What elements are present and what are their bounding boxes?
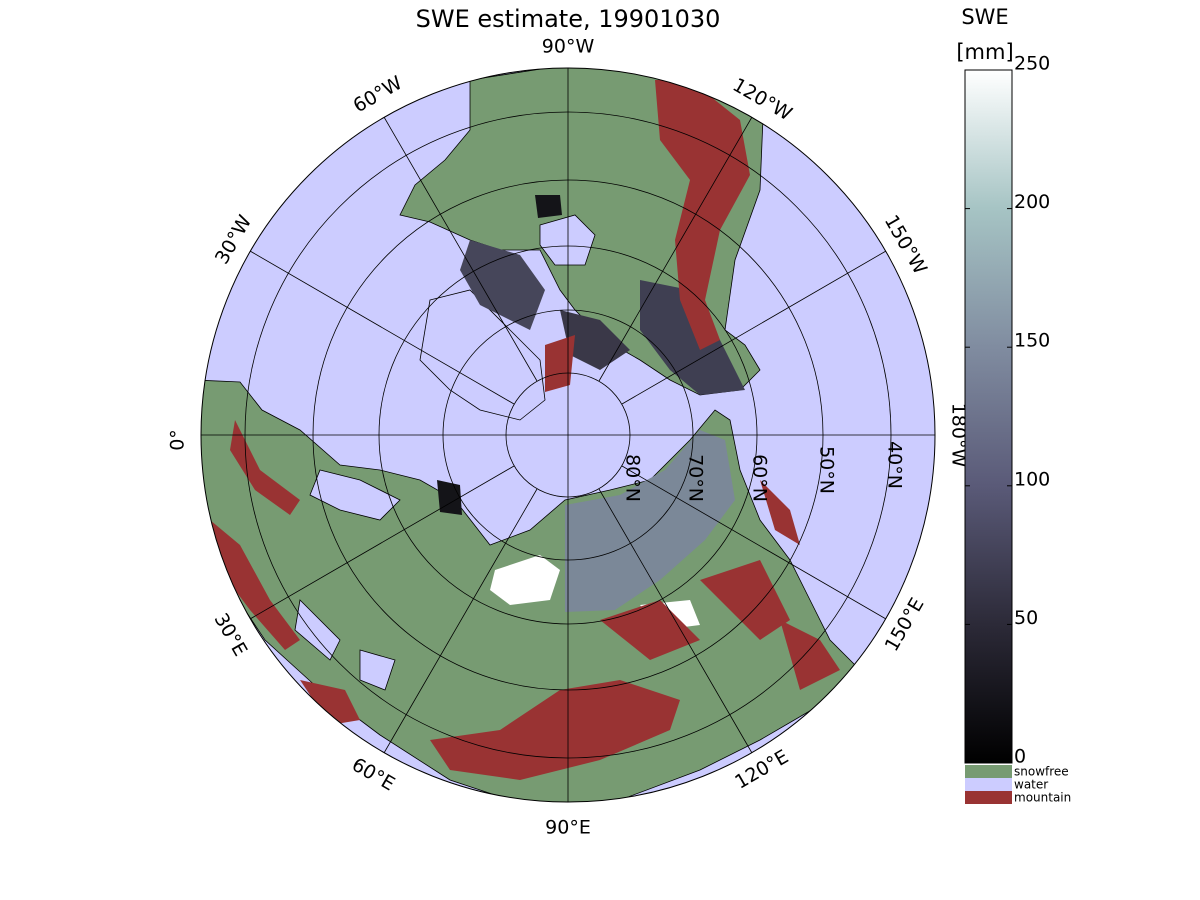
parallel-label: 80°N [622,454,644,502]
colorbar [964,69,1013,764]
parallel-label: 60°N [749,454,771,502]
colorbar-unit: [mm] [956,40,1013,64]
legend-swatch [965,791,1012,804]
colorbar-tick-label: 0 [1014,746,1026,768]
legend-swatch [965,765,1012,778]
snow-region [460,240,545,330]
sea [294,599,341,661]
sea [359,649,396,691]
map-frame [200,67,936,803]
map-title: SWE estimate, 19901030 [416,5,721,33]
meridian-label: 30°E [209,609,251,660]
legend-label: mountain [1014,791,1071,805]
meridian-label: 90°W [542,36,595,58]
snow-region [560,310,630,370]
colorbar-tick-label: 250 [1014,53,1050,75]
legend-label: water [1014,778,1048,792]
graticule [201,68,935,802]
colorbar-ticks: 0 50 100 150 200 250 [965,53,1050,768]
parallel-label: 50°N [816,446,838,494]
snow-region [490,555,560,605]
legend-swatch [965,778,1012,791]
colorbar-tick-label: 150 [1014,330,1050,352]
snow-region [437,480,462,515]
parallel-labels: 80°N 70°N 60°N 50°N 40°N [622,441,906,502]
meridian-label: 60°E [348,754,399,796]
colorbar-tick-label: 200 [1014,191,1050,213]
colorbar-title: SWE [961,5,1008,29]
sea [539,214,596,266]
map-area [201,68,935,802]
meridian-label: 90°E [545,817,591,839]
snow-region [640,280,745,395]
sea [309,469,401,521]
legend-label: snowfree [1014,765,1069,779]
parallel-label: 40°N [884,441,906,489]
snow-region [565,430,735,612]
colorbar-tick-label: 100 [1014,468,1050,490]
mountain-regions [210,80,840,780]
parallel-label: 70°N [685,454,707,502]
meridian-label: 0° [167,429,189,451]
snow-region [535,195,562,218]
colorbar-tick-label: 50 [1014,607,1038,629]
meridian-label: 180°W [948,403,970,468]
